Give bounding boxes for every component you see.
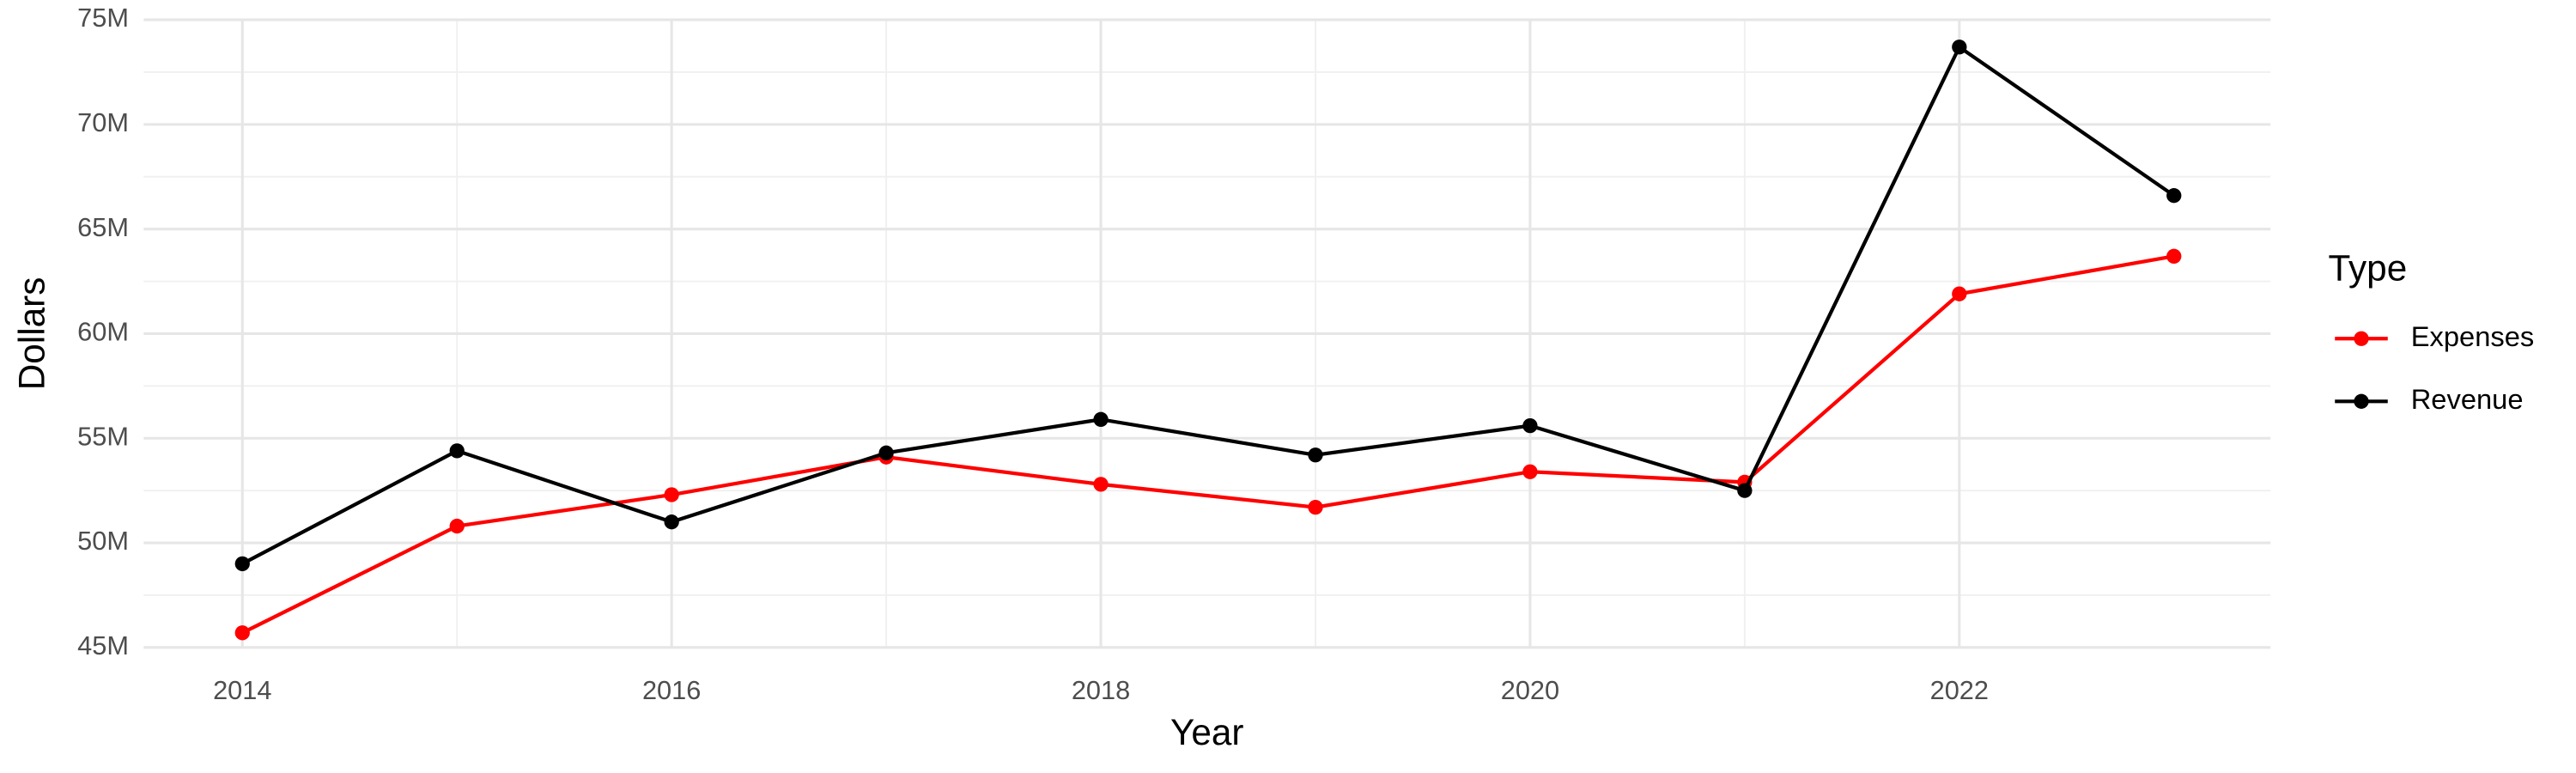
series-line — [241, 254, 2175, 635]
y-axis-title: Dollars — [12, 277, 52, 391]
data-point — [1522, 464, 1538, 479]
x-tick-label: 2020 — [1501, 675, 1559, 705]
data-point — [1952, 286, 1967, 301]
legend-swatch — [2354, 393, 2369, 409]
data-point — [1952, 40, 1967, 55]
x-tick-label: 2016 — [642, 675, 701, 705]
y-tick-label: 75M — [77, 3, 129, 33]
data-point — [1093, 411, 1109, 427]
y-tick-label: 45M — [77, 630, 129, 660]
x-tick-label: 2018 — [1072, 675, 1130, 705]
data-point — [449, 443, 465, 459]
data-point — [449, 518, 465, 534]
data-point — [1737, 483, 1753, 498]
legend-title: Type — [2329, 248, 2408, 289]
data-point — [1522, 417, 1538, 434]
data-point — [2166, 248, 2182, 264]
series-line — [241, 44, 2175, 566]
legend-swatch — [2354, 331, 2369, 346]
x-tick-label: 2014 — [213, 675, 271, 705]
data-point — [664, 514, 679, 530]
y-tick-label: 50M — [77, 526, 129, 556]
data-point — [2166, 188, 2182, 204]
y-tick-label: 65M — [77, 212, 129, 242]
data-point — [664, 487, 679, 502]
data-point — [1308, 447, 1323, 463]
data-point — [878, 445, 894, 460]
data-point — [234, 625, 250, 641]
legend-label: Revenue — [2411, 383, 2524, 415]
y-tick-label: 55M — [77, 421, 129, 451]
data-point — [234, 556, 250, 572]
x-tick-label: 2022 — [1930, 675, 1989, 705]
x-axis-title: Year — [1170, 712, 1243, 752]
y-tick-label: 70M — [77, 107, 129, 137]
legend-label: Expenses — [2411, 320, 2535, 352]
data-point — [1093, 477, 1109, 492]
y-tick-label: 60M — [77, 317, 129, 347]
data-point — [1308, 499, 1323, 515]
